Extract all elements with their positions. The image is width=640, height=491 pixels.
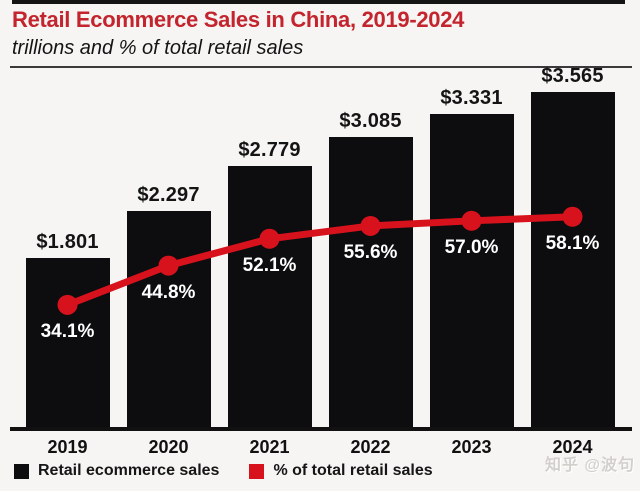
x-axis-label-2024: 2024	[552, 437, 593, 457]
bar-2022	[328, 137, 413, 427]
legend-label-ecommerce-sales: Retail ecommerce sales	[38, 462, 220, 479]
x-axis-label-2023: 2023	[451, 437, 492, 457]
pct-value-label-2023: 57.0%	[444, 236, 499, 258]
bar-value-label-2020: $2.297	[137, 184, 200, 207]
legend-item-ecommerce-sales: Retail ecommerce sales	[14, 462, 219, 480]
bar-2023	[429, 113, 514, 427]
bar-value-label-2021: $2.779	[238, 138, 301, 161]
bar-2021	[227, 165, 312, 427]
bar-2024	[530, 91, 615, 427]
legend: Retail ecommerce sales % of total retail…	[14, 462, 433, 480]
bar-2020	[126, 211, 211, 427]
header-divider	[10, 66, 632, 68]
bar-value-label-2022: $3.085	[339, 110, 402, 132]
pct-value-label-2024: 58.1%	[545, 232, 600, 254]
x-axis-label-2021: 2021	[249, 437, 290, 457]
pct-value-label-2019: 34.1%	[40, 320, 95, 342]
chart-subtitle: trillions and % of total retail sales	[12, 37, 304, 59]
bar-value-label-2019: $1.801	[36, 230, 99, 253]
watermark: 知乎 @波句	[544, 457, 635, 474]
x-axis-label-2020: 2020	[148, 437, 189, 457]
x-axis-line	[10, 427, 632, 431]
chart-title: Retail Ecommerce Sales in China, 2019-20…	[12, 7, 465, 32]
pct-value-label-2021: 52.1%	[242, 254, 297, 276]
bar-value-label-2023: $3.331	[440, 86, 503, 109]
bar-value-label-2024: $3.565	[541, 64, 604, 87]
legend-label-pct-retail-sales: % of total retail sales	[273, 462, 433, 479]
top-rule	[12, 0, 625, 4]
x-axis-label-2022: 2022	[350, 437, 391, 457]
legend-item-pct-retail-sales: % of total retail sales	[249, 462, 433, 480]
pct-value-label-2022: 55.6%	[343, 241, 398, 263]
line-series-swatch	[249, 463, 265, 479]
pct-value-label-2020: 44.8%	[141, 281, 196, 303]
bar-series-swatch	[14, 463, 29, 479]
x-axis-label-2019: 2019	[47, 437, 88, 457]
